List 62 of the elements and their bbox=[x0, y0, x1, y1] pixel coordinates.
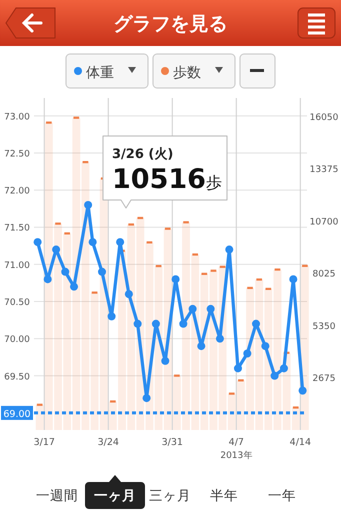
point bbox=[179, 320, 188, 328]
point bbox=[116, 238, 124, 246]
point bbox=[152, 320, 160, 328]
x-tick-label: 3/31 bbox=[162, 437, 183, 448]
y2-tick-label: 8025 bbox=[312, 270, 336, 280]
text: 一年 bbox=[268, 488, 296, 504]
y-tick-label: 70.50 bbox=[4, 298, 30, 308]
point bbox=[225, 246, 234, 254]
text: 半年 bbox=[210, 488, 238, 504]
point bbox=[270, 372, 279, 380]
point bbox=[234, 364, 242, 372]
point bbox=[216, 334, 224, 343]
y-tick-label: 73.00 bbox=[4, 112, 30, 122]
legend-item: 体重 bbox=[66, 54, 148, 88]
point bbox=[142, 394, 151, 402]
ref-line-label: 69.00 bbox=[3, 408, 31, 420]
point bbox=[197, 342, 206, 350]
y2-tick-label: 5350 bbox=[312, 322, 336, 332]
chart-title: グラフを見る bbox=[114, 13, 228, 35]
x-tick-label: 4/7 bbox=[228, 437, 244, 448]
point bbox=[44, 275, 52, 284]
point bbox=[298, 386, 307, 395]
x-tick-label: 4/14 bbox=[290, 437, 312, 448]
y2-tick-label: 10700 bbox=[310, 217, 339, 228]
x-tick-label: 3/24 bbox=[98, 437, 119, 448]
tooltip: 3/26 (火) 10516歩 bbox=[102, 136, 228, 208]
y-tick-label: 71.00 bbox=[4, 260, 30, 271]
point bbox=[243, 350, 252, 358]
point bbox=[289, 275, 298, 284]
x-tick-label: 3/17 bbox=[34, 437, 55, 448]
point bbox=[188, 304, 197, 313]
point bbox=[98, 268, 106, 276]
x-axis-title: 2013年 bbox=[220, 450, 252, 461]
text: 一ヶ月 bbox=[94, 488, 136, 504]
point bbox=[280, 364, 288, 372]
point bbox=[84, 200, 92, 209]
point bbox=[172, 275, 180, 284]
y2-tick-label: 16050 bbox=[310, 112, 339, 123]
point bbox=[252, 320, 260, 328]
y-tick-label: 70.00 bbox=[4, 335, 30, 346]
point bbox=[61, 268, 70, 276]
point bbox=[108, 312, 116, 320]
legend-label: 体重 bbox=[86, 65, 114, 81]
y-tick-label: 69.50 bbox=[4, 372, 30, 382]
point bbox=[261, 342, 270, 350]
annotation: 3/26 (火) 10516歩 bbox=[112, 147, 222, 195]
y-tick-label: 72.00 bbox=[4, 186, 30, 197]
point bbox=[206, 304, 215, 313]
legend-label: 歩数 bbox=[173, 65, 201, 81]
point bbox=[124, 290, 133, 298]
y2-tick-label: 13375 bbox=[310, 165, 338, 176]
point bbox=[34, 238, 42, 246]
text: 三ヶ月 bbox=[149, 488, 191, 504]
y2-tick-label: 2675 bbox=[312, 374, 336, 384]
point bbox=[161, 356, 170, 365]
point bbox=[88, 238, 97, 246]
y-tick-label: 71.50 bbox=[4, 224, 30, 234]
text: 一週間 bbox=[36, 488, 78, 504]
point bbox=[134, 320, 142, 328]
y-tick-label: 72.50 bbox=[4, 149, 30, 160]
point bbox=[70, 282, 78, 291]
legend-item: 歩数 bbox=[152, 54, 236, 88]
